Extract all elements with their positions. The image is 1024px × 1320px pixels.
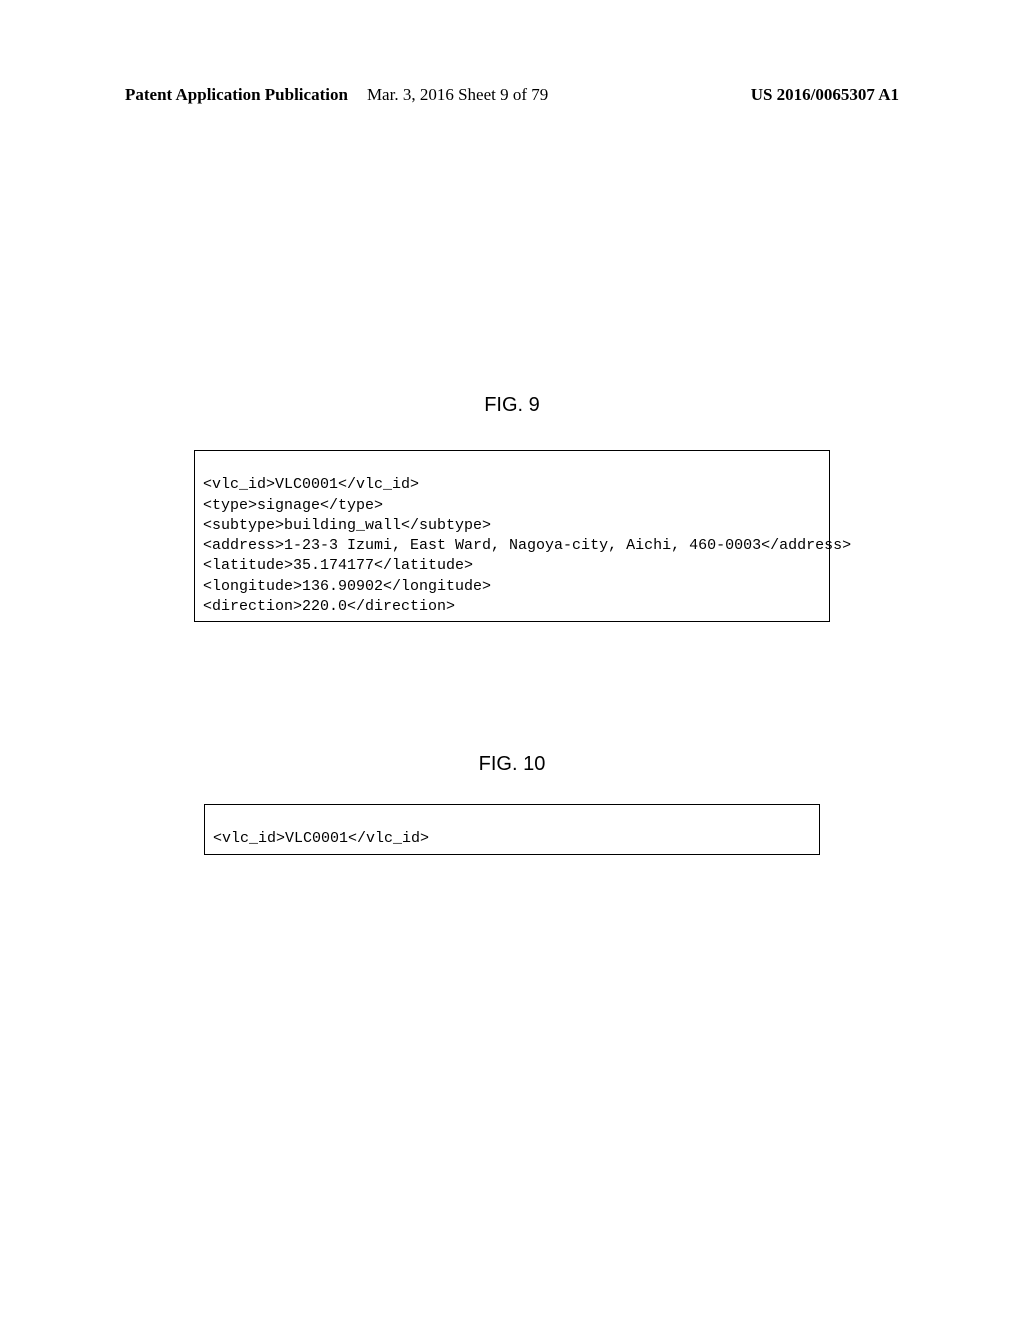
page-header: Patent Application Publication Mar. 3, 2… [0,85,1024,105]
figure-10-label: FIG. 10 [0,753,1024,776]
code-line: <vlc_id>VLC0001</vlc_id> [203,476,419,493]
code-line: <type>signage</type> [203,497,383,514]
header-date-sheet: Mar. 3, 2016 Sheet 9 of 79 [367,85,548,105]
code-line: <longitude>136.90902</longitude> [203,578,491,595]
code-line: <address>1-23-3 Izumi, East Ward, Nagoya… [203,537,851,554]
code-line: <direction>220.0</direction> [203,598,455,615]
code-line: <vlc_id>VLC0001</vlc_id> [213,830,429,847]
figure-10-code-box: <vlc_id>VLC0001</vlc_id> [204,804,820,855]
header-publication-number: US 2016/0065307 A1 [751,85,899,105]
code-line: <subtype>building_wall</subtype> [203,517,491,534]
code-line: <latitude>35.174177</latitude> [203,557,473,574]
figure-9-label: FIG. 9 [0,394,1024,417]
figure-9-code-box: <vlc_id>VLC0001</vlc_id> <type>signage</… [194,450,830,622]
header-publication-type: Patent Application Publication [125,85,348,105]
